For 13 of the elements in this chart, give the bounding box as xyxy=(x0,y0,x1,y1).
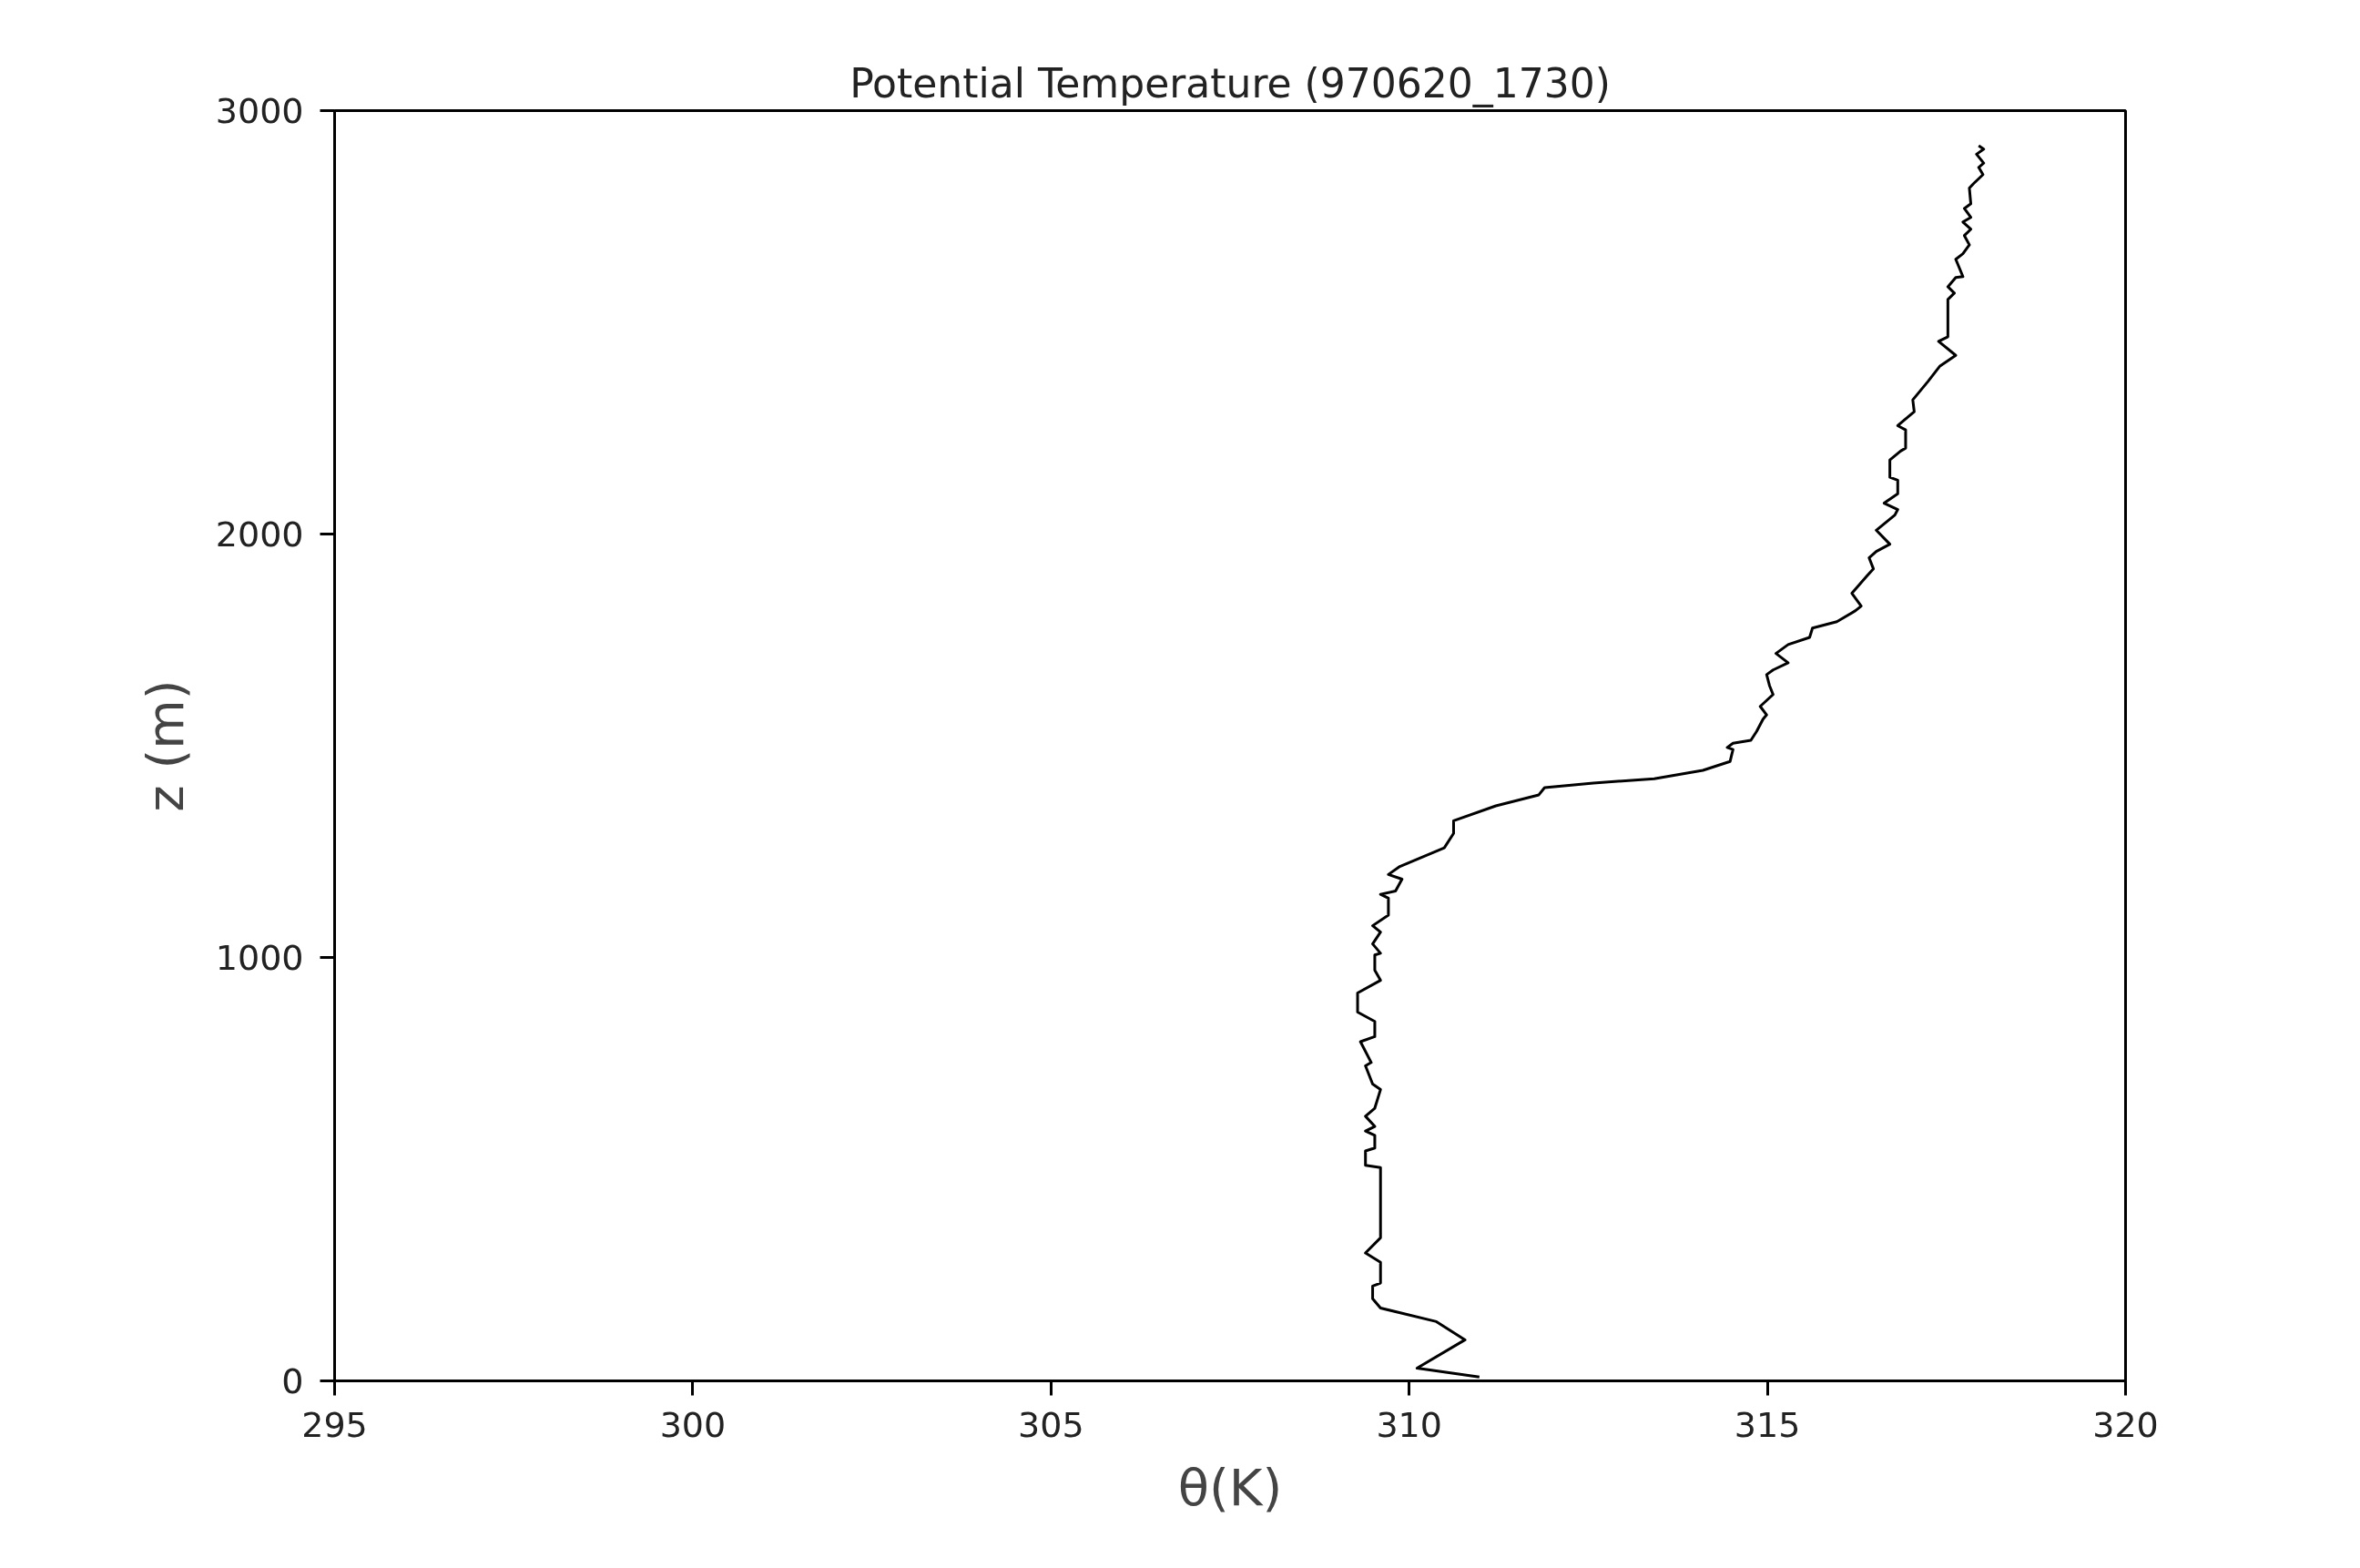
x-tick-label: 320 xyxy=(2092,1404,2159,1445)
chart-title: Potential Temperature (970620_1730) xyxy=(849,59,1611,107)
y-tick-label: 3000 xyxy=(215,91,304,131)
y-tick-label: 0 xyxy=(281,1361,304,1401)
y-axis-title: z (m) xyxy=(135,679,195,812)
x-tick-label: 310 xyxy=(1376,1404,1442,1445)
y-tick-label: 1000 xyxy=(215,938,304,978)
y-tick-label: 2000 xyxy=(215,514,304,555)
x-tick-label: 315 xyxy=(1734,1404,1801,1445)
x-tick-label: 295 xyxy=(301,1404,368,1445)
x-tick-label: 305 xyxy=(1018,1404,1084,1445)
x-tick-label: 300 xyxy=(659,1404,727,1445)
x-axis-title: θ(K) xyxy=(1177,1457,1283,1517)
